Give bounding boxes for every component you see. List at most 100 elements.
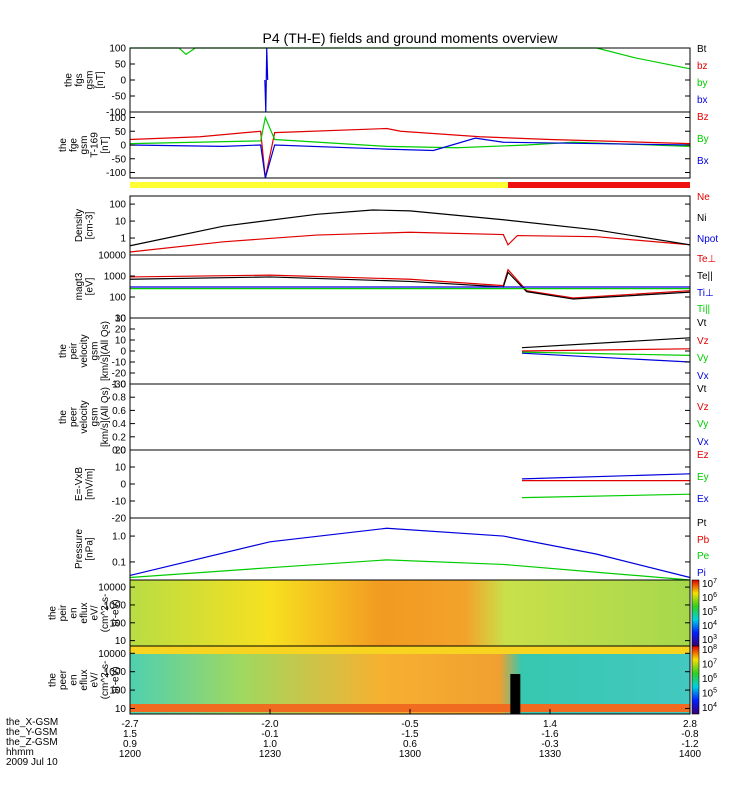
y-tick-label: 100 [109,44,126,55]
y-axis-label-line: velocity [79,400,90,433]
panel-peer_eflux: 10410510610710810100100010000thepeerenef… [48,644,718,715]
y-axis-label-line: gsm [90,342,101,361]
x-tick-label: -0.1 [261,729,279,740]
x-tick-label: 0.6 [403,739,417,750]
y-axis-label-line: the [58,344,69,358]
x-tick-label: -1.6 [541,729,559,740]
legend-entry: Pi [697,567,706,579]
y-tick-label: 10000 [98,583,126,594]
panel-peir_vel: -30-20-100102030thepeirvelocitygsm[km/s]… [58,314,691,391]
y-axis-label-line: eV/ [90,605,101,620]
y-axis-label-line: the [48,606,59,620]
series-line-Vz [521,348,691,352]
y-axis-label-line: the [58,410,69,424]
y-tick-label: 0.4 [112,419,126,430]
y-axis-label: magt3[eV] [74,272,96,300]
y-tick-label: 0 [120,141,126,152]
y-axis-label-line: Pressure [74,529,85,569]
y-tick-label: 100 [109,293,126,304]
panel-frame [129,449,691,519]
legend-entry: Te|| [697,270,713,282]
legend-fgs_fgh: Bz By Bx [697,112,709,178]
series-line-Te⊥ [129,268,691,299]
y-tick-label: 1 [120,234,126,245]
legend-entry: Bz [697,112,709,123]
y-tick-label: 10000 [98,649,126,660]
y-tick-label: 10 [115,636,127,647]
y-tick-label: 10000 [98,251,126,262]
legend-entry: Ti|| [697,304,711,316]
y-axis-label: thepeervelocitygsm[km/s](All Qs) [58,387,111,447]
legend-pressure: Pt Pb Pe Pi [697,518,709,584]
y-tick-label: 1000 [104,667,127,678]
y-axis-label-line: Density [74,209,85,242]
y-tick-label: 0 [120,480,126,491]
y-axis-label-line: [mV/m] [84,468,95,500]
y-tick-label: 50 [115,60,127,71]
heatmap-band [130,646,690,654]
y-tick-label: 100 [109,200,126,211]
y-axis-label-line: eflux [79,669,90,690]
series-line-Ey [521,493,691,499]
x-tick-label: 1.0 [263,739,277,750]
series-line-Ex [521,473,691,480]
x-axis-row-label: the_Y-GSM [6,727,58,738]
legend-entry: bx [697,95,708,106]
y-axis-label-line: peer [58,669,69,690]
legend-entry: Vt [697,384,707,395]
panel-efield: -20 -10 0 10 20 E=-VxB[mV/m] [74,446,691,525]
panel-frame [129,383,691,451]
y-axis-label-line: [nPa] [84,537,95,561]
colorbar-tick-label: 104 [702,702,717,714]
y-tick-label: 0.8 [112,393,126,404]
x-axis-row-label: hhmm [6,747,34,758]
x-tick-label: 2.8 [683,719,697,730]
series-line-Vx [521,352,691,363]
y-tick-label: 1.0 [112,380,126,391]
y-axis-label-line: the [48,673,59,687]
y-tick-label: 1000 [104,600,127,611]
legend-entry: by [697,78,708,89]
y-axis-label-line: eV/ [90,672,101,687]
heatmap-image [130,646,690,714]
x-tick-label: 1200 [119,749,142,760]
y-axis-label-line: en [69,674,80,685]
y-axis-label-line: (cm^2-s- [100,594,111,633]
x-tick-label: 1.4 [543,719,557,730]
y-axis-label-line: fgs [74,73,85,86]
series-line-bx [264,47,269,113]
legend-entry: Vz [697,335,709,347]
y-tick-label: 50 [115,127,127,138]
legend-entry: Te⊥ [697,254,717,265]
heatmap-band [130,704,690,712]
y-axis-label-line: [km/s](All Qs) [100,387,111,447]
y-axis-label: thepeirvelocitygsm[km/s](All Qs) [58,321,111,381]
y-axis-label-line: the [58,138,69,152]
y-axis-label-line: fge [69,138,80,152]
mode-bar-segment [130,182,508,188]
y-axis-label-line: [cm-3] [84,211,95,239]
y-axis-label-line: [nT] [100,136,111,153]
y-tick-label: 0.0 [112,446,126,457]
legend-peir_vel: Vt Vz Vy Vx [697,318,709,388]
legend-entry: Ti⊥ [697,287,714,299]
y-tick-label: -20 [112,514,127,525]
y-axis-label: thepeerenefluxeV/(cm^2-s-sr-eV) [48,661,122,700]
legend-entry: Vz [697,401,709,413]
colorbar-tick-label: 104 [702,620,717,632]
x-axis-rows: the_X-GSM the_Y-GSM the_Z-GSM hhmm 2009 Jul … [6,718,58,768]
y-tick-label: 10 [115,314,127,325]
x-tick-label: 1.5 [123,729,137,740]
y-axis-label-line: gsm [79,136,90,155]
y-tick-label: 0 [120,347,126,358]
x-tick-label: 1330 [539,749,562,760]
series-line-Vy [521,351,691,356]
y-axis-label-line: sr-eV) [111,599,122,626]
y-tick-label: 1.0 [112,532,126,543]
panel-frame [129,517,691,581]
x-tick-label: -0.3 [541,739,559,750]
y-axis-label-line: [eV] [84,277,95,295]
series-line-Vt [521,337,691,349]
y-axis-label-line: en [69,607,80,618]
legend-entry: Ez [697,450,709,461]
